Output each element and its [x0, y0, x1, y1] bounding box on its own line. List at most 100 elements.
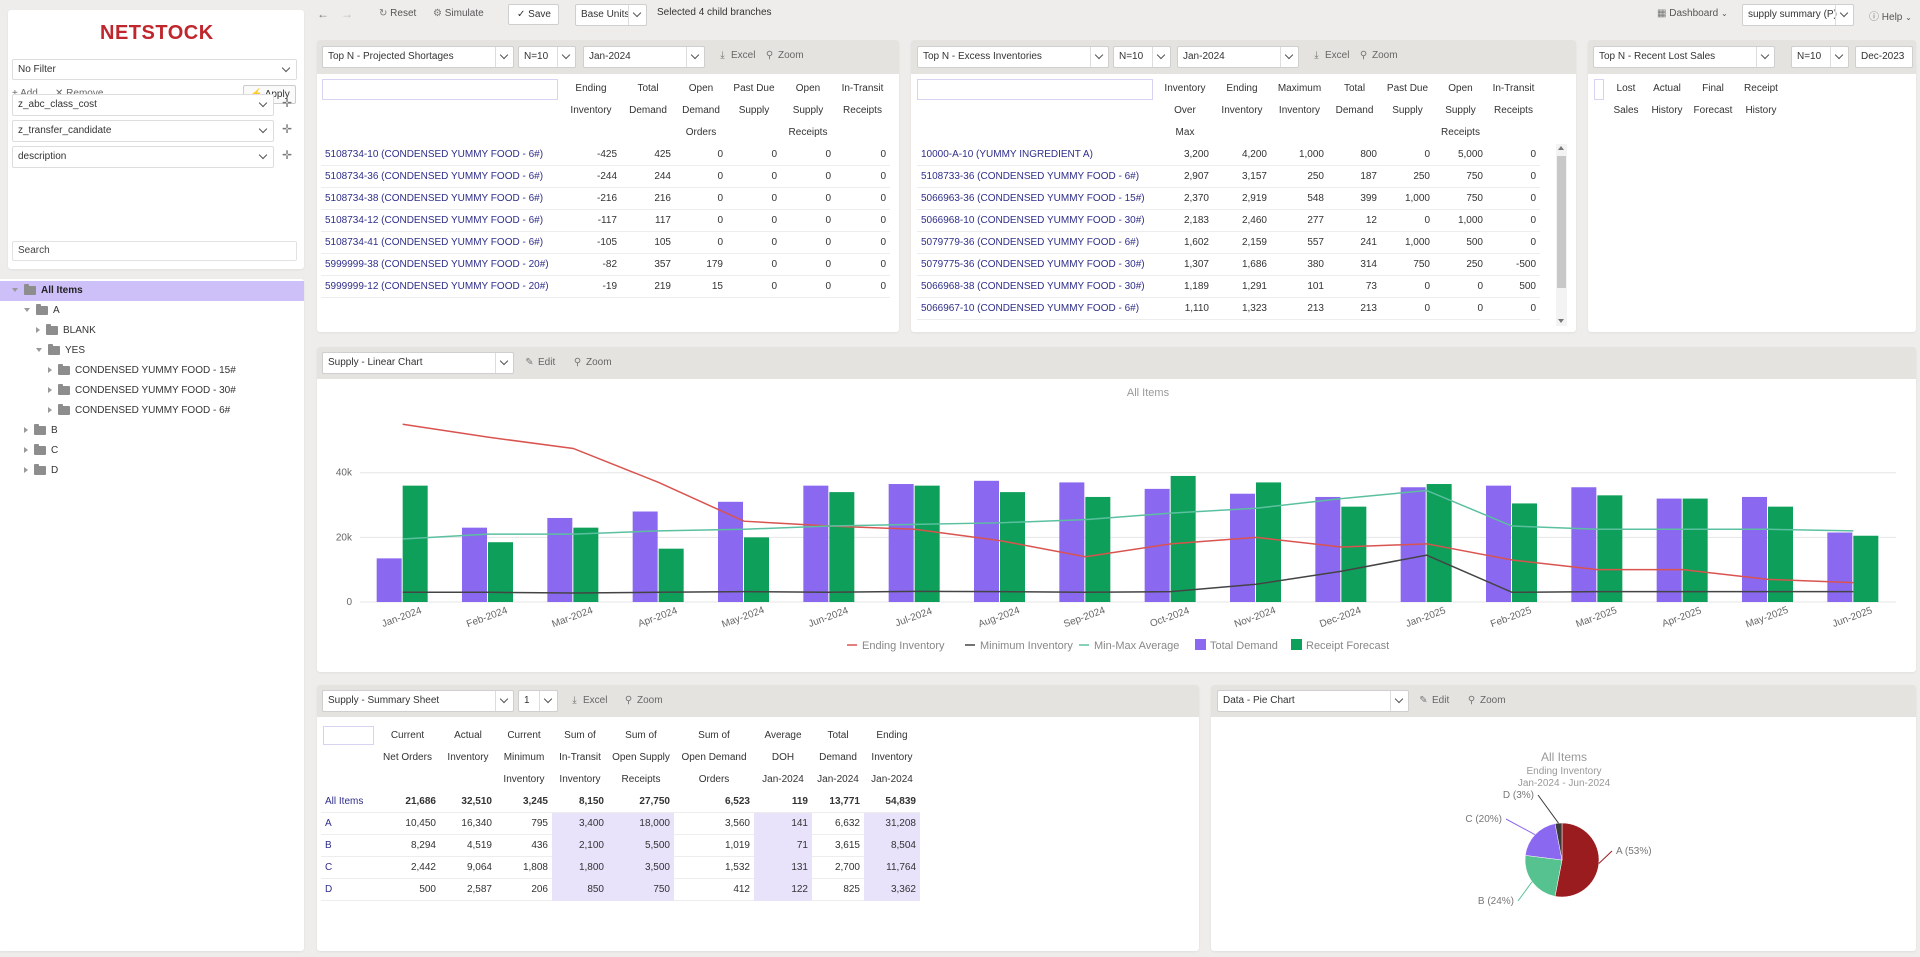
row-label[interactable]: 5108734-38 (CONDENSED YUMMY FOOD - 6#) — [325, 193, 544, 204]
search-input[interactable]: Search — [12, 241, 297, 261]
filter-field-select[interactable]: z_transfer_candidate — [12, 120, 274, 142]
chart-bar[interactable] — [1085, 496, 1111, 602]
chart-bar[interactable] — [1170, 475, 1196, 602]
table-filter-input[interactable] — [1594, 79, 1604, 100]
layout-select[interactable]: supply summary (P) — [1742, 4, 1854, 26]
chart-bar[interactable] — [462, 527, 487, 602]
chart-bar[interactable] — [1341, 506, 1367, 602]
reset-button[interactable]: ↻ Reset — [379, 8, 416, 19]
row-label[interactable]: All Items — [325, 796, 364, 807]
chart-bar[interactable] — [1512, 503, 1537, 602]
row-label[interactable]: A — [325, 818, 332, 829]
tree-item[interactable]: CONDENSED YUMMY FOOD - 6# — [0, 401, 304, 421]
excel-button[interactable]: ⤓ Excel — [1311, 48, 1349, 64]
row-label[interactable]: C — [325, 862, 333, 873]
table-row[interactable]: 5108734-10 (CONDENSED YUMMY FOOD - 6#) -4… — [321, 144, 890, 166]
table-row[interactable]: C 2,442 9,064 1,808 1,800 3,500 1,532 131 2,700 1… — [321, 857, 920, 879]
chart-bar[interactable] — [888, 484, 914, 602]
chart-bar[interactable] — [1827, 532, 1853, 602]
table-filter-input[interactable] — [323, 726, 374, 745]
move-icon[interactable]: ✛ — [282, 122, 293, 136]
table-row[interactable]: 5108734-41 (CONDENSED YUMMY FOOD - 6#) -1… — [321, 232, 890, 254]
row-label[interactable]: 10000-A-10 (YUMMY INGREDIENT A) — [921, 149, 1093, 160]
scroll-down-icon[interactable] — [1558, 319, 1564, 323]
chart-bar[interactable] — [1426, 484, 1452, 602]
caret-right-icon[interactable] — [48, 367, 52, 374]
widget-type-select[interactable]: Data - Pie Chart — [1217, 690, 1409, 712]
topn-select[interactable]: N=10 — [1113, 46, 1171, 68]
chart-bar[interactable] — [718, 501, 743, 602]
tree-item[interactable]: CONDENSED YUMMY FOOD - 15# — [0, 361, 304, 381]
chart-bar[interactable] — [1853, 535, 1879, 602]
chart-bar[interactable] — [573, 527, 599, 602]
filter-field-select[interactable]: description — [12, 146, 274, 168]
chart-bar[interactable] — [1315, 496, 1341, 602]
dashboard-menu[interactable]: ▦ Dashboard ⌄ — [1657, 8, 1728, 19]
row-label[interactable]: 5066968-38 (CONDENSED YUMMY FOOD - 30#) — [921, 281, 1145, 292]
table-row[interactable]: 5108734-12 (CONDENSED YUMMY FOOD - 6#) -1… — [321, 210, 890, 232]
table-row[interactable]: All Items 21,686 32,510 3,245 8,150 27,750 6,5… — [321, 791, 920, 813]
back-arrow-icon[interactable]: ← — [317, 7, 329, 21]
legend-label[interactable]: Total Demand — [1210, 640, 1278, 652]
tree-item[interactable]: A — [0, 301, 304, 321]
scrollbar-thumb[interactable] — [1557, 156, 1566, 288]
period-select[interactable]: Dec-2023 — [1855, 46, 1913, 68]
zoom-button[interactable]: ⚲ Zoom — [1358, 48, 1398, 64]
filter-field-select[interactable]: z_abc_class_cost — [12, 94, 274, 116]
row-label[interactable]: D — [325, 884, 333, 895]
table-row[interactable]: 5108734-38 (CONDENSED YUMMY FOOD - 6#) -2… — [321, 188, 890, 210]
chart-bar[interactable] — [402, 485, 428, 602]
table-row[interactable]: 5066963-36 (CONDENSED YUMMY FOOD - 15#) 2… — [917, 188, 1540, 210]
table-scrollbar[interactable] — [1556, 144, 1567, 326]
chart-bar[interactable] — [914, 485, 940, 602]
period-select[interactable]: Jan-2024 — [583, 46, 705, 68]
row-label[interactable]: 5108734-10 (CONDENSED YUMMY FOOD - 6#) — [325, 149, 544, 160]
legend-label[interactable]: Min-Max Average — [1094, 640, 1179, 652]
excel-button[interactable]: ⤓ Excel — [717, 48, 755, 64]
row-label[interactable]: 5108734-36 (CONDENSED YUMMY FOOD - 6#) — [325, 171, 544, 182]
simulate-button[interactable]: ⚙ Simulate — [433, 8, 484, 19]
table-row[interactable]: 5108733-36 (CONDENSED YUMMY FOOD - 6#) 2,… — [917, 166, 1540, 188]
chart-bar[interactable] — [974, 480, 999, 602]
caret-down-icon[interactable] — [12, 288, 18, 293]
tree-item[interactable]: CONDENSED YUMMY FOOD - 30# — [0, 381, 304, 401]
tree-item[interactable]: YES — [0, 341, 304, 361]
tree-item[interactable]: B — [0, 421, 304, 441]
row-label[interactable]: 5066963-36 (CONDENSED YUMMY FOOD - 15#) — [921, 193, 1145, 204]
chart-bar[interactable] — [1742, 496, 1767, 602]
row-label[interactable]: 5999999-12 (CONDENSED YUMMY FOOD - 20#) — [325, 281, 549, 292]
chart-bar[interactable] — [1571, 487, 1597, 602]
chart-line[interactable] — [402, 423, 1854, 584]
chart-bar[interactable] — [376, 558, 402, 602]
filter-select[interactable]: No Filter — [12, 59, 297, 80]
row-label[interactable]: 5108734-41 (CONDENSED YUMMY FOOD - 6#) — [325, 237, 544, 248]
move-icon[interactable]: ✛ — [282, 96, 293, 110]
chart-bar[interactable] — [829, 492, 855, 602]
excel-button[interactable]: ⤓ Excel — [569, 693, 607, 709]
level-select[interactable]: 1 — [518, 690, 558, 712]
caret-right-icon[interactable] — [36, 327, 40, 334]
row-label[interactable]: 5079775-36 (CONDENSED YUMMY FOOD - 30#) — [921, 259, 1145, 270]
caret-down-icon[interactable] — [36, 348, 42, 353]
chart-bar[interactable] — [1768, 506, 1793, 602]
chart-line[interactable] — [402, 554, 1854, 594]
row-label[interactable]: 5066968-10 (CONDENSED YUMMY FOOD - 30#) — [921, 215, 1145, 226]
remove-filter-button[interactable]: ✕ Remove — [55, 88, 103, 99]
legend-label[interactable]: Ending Inventory — [862, 640, 945, 652]
edit-button[interactable]: ✎ Edit — [1418, 693, 1449, 709]
chart-bar[interactable] — [658, 548, 684, 602]
table-row[interactable]: 5999999-12 (CONDENSED YUMMY FOOD - 20#) -… — [321, 276, 890, 298]
pie-slice[interactable] — [1524, 855, 1563, 897]
row-label[interactable]: 5079779-36 (CONDENSED YUMMY FOOD - 6#) — [921, 237, 1140, 248]
caret-right-icon[interactable] — [24, 447, 28, 454]
chart-bar[interactable] — [632, 511, 658, 603]
forward-arrow-icon[interactable]: → — [341, 7, 353, 21]
pie-slice[interactable] — [1554, 822, 1600, 898]
row-label[interactable]: 5066967-10 (CONDENSED YUMMY FOOD - 6#) — [921, 303, 1140, 314]
table-row[interactable]: 5066967-10 (CONDENSED YUMMY FOOD - 6#) 1,… — [917, 298, 1540, 320]
table-row[interactable]: 10000-A-10 (YUMMY INGREDIENT A) 3,200 4,20… — [917, 144, 1540, 166]
widget-type-select[interactable]: Supply - Summary Sheet — [322, 690, 514, 712]
legend-label[interactable]: Minimum Inventory — [980, 640, 1073, 652]
table-row[interactable]: 5108734-36 (CONDENSED YUMMY FOOD - 6#) -2… — [321, 166, 890, 188]
edit-button[interactable]: ✎ Edit — [524, 355, 555, 371]
